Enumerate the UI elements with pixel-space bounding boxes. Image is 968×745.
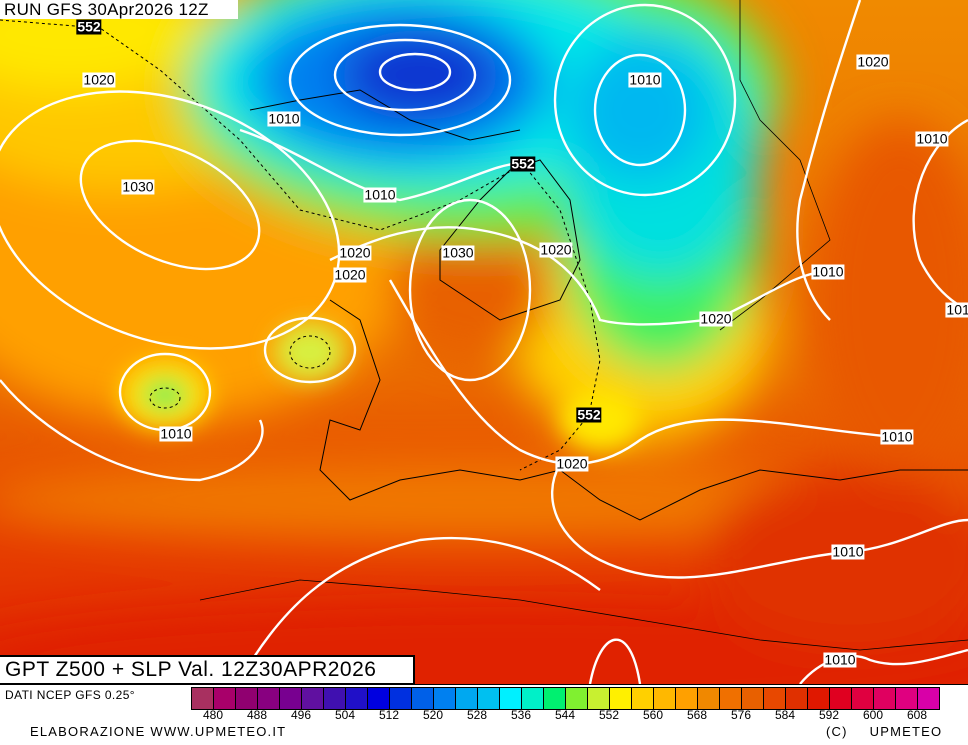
legend-tick-label: 576: [730, 708, 752, 722]
legend-swatch: [896, 688, 918, 709]
legend-tick-label: 600: [862, 708, 884, 722]
coastlines: [199, 0, 968, 651]
legend-swatch: [830, 688, 852, 709]
contour-label: 1020: [555, 455, 589, 472]
legend-tick-label: 584: [774, 708, 796, 722]
contour-label: 1010: [915, 130, 949, 147]
legend-swatch: [368, 688, 390, 709]
legend-tick-label: 608: [906, 708, 928, 722]
legend-tick-label: 528: [466, 708, 488, 722]
copyright: (C) UPMETEO: [826, 724, 964, 739]
contour-label: 1010: [823, 651, 857, 668]
legend-swatch: [522, 688, 544, 709]
legend-swatch: [742, 688, 764, 709]
contour-label: 1010: [945, 302, 968, 318]
legend-swatch: [610, 688, 632, 709]
legend-swatch: [654, 688, 676, 709]
legend-tick-label: 552: [598, 708, 620, 722]
legend-swatch: [346, 688, 368, 709]
legend-swatch: [500, 688, 522, 709]
contour-label: 552: [76, 18, 102, 35]
contour-label: 1030: [121, 178, 155, 195]
z552-isoline: [0, 19, 601, 471]
contour-label: 1010: [267, 110, 301, 127]
legend-tick-label: 536: [510, 708, 532, 722]
z500-field: [0, 0, 968, 684]
legend-swatch: [324, 688, 346, 709]
contour-label: 1020: [539, 241, 573, 258]
legend-swatch: [478, 688, 500, 709]
legend-tick-label: 496: [290, 708, 312, 722]
legend-tick-label: 520: [422, 708, 444, 722]
map-caption: GPT Z500 + SLP Val. 12Z30APR2026: [0, 655, 415, 685]
contour-label: 1010: [628, 71, 662, 88]
contour-label: 1020: [856, 53, 890, 70]
contour-label: 552: [576, 406, 602, 423]
legend-swatch: [302, 688, 324, 709]
legend-swatch: [786, 688, 808, 709]
legend-tick-label: 504: [334, 708, 356, 722]
legend-swatch: [258, 688, 280, 709]
legend-tick-label: 480: [202, 708, 224, 722]
legend-tick-label: 512: [378, 708, 400, 722]
legend-swatch: [808, 688, 830, 709]
legend-swatch: [456, 688, 478, 709]
copyright-name: UPMETEO: [869, 724, 943, 739]
legend-swatch: [280, 688, 302, 709]
credit: ELABORAZIONE WWW.UPMETEO.IT: [30, 724, 287, 739]
legend-swatch: [720, 688, 742, 709]
legend-tick-label: 544: [554, 708, 576, 722]
legend-swatch: [764, 688, 786, 709]
legend-swatch: [390, 688, 412, 709]
contour-label: 1020: [338, 244, 372, 261]
legend-swatch: [412, 688, 434, 709]
color-legend: [191, 687, 940, 710]
contour-label: 552: [510, 155, 536, 172]
data-source: DATI NCEP GFS 0.25°: [5, 688, 135, 702]
contour-label: 1020: [333, 266, 367, 283]
contour-label: 1010: [880, 428, 914, 445]
legend-swatch: [918, 688, 939, 709]
contour-label: 1010: [363, 186, 397, 203]
legend-swatch: [588, 688, 610, 709]
legend-swatch: [214, 688, 236, 709]
copyright-prefix: (C): [826, 724, 848, 739]
contour-label: 1020: [699, 310, 733, 327]
run-title: RUN GFS 30Apr2026 12Z: [0, 0, 238, 19]
contour-label: 1020: [82, 71, 116, 88]
geopotential-map: RUN GFS 30Apr2026 12Z 552 1020 1010 1010…: [0, 0, 968, 685]
legend-tick-label: 488: [246, 708, 268, 722]
legend-swatch: [566, 688, 588, 709]
legend-swatch: [544, 688, 566, 709]
legend-swatch: [874, 688, 896, 709]
legend-tick-label: 592: [818, 708, 840, 722]
contour-label: 1010: [811, 263, 845, 280]
legend-swatch: [192, 688, 214, 709]
legend-swatch: [434, 688, 456, 709]
legend-tick-label: 560: [642, 708, 664, 722]
contour-label: 1010: [159, 425, 193, 442]
legend-swatch: [676, 688, 698, 709]
contour-label: 1010: [831, 543, 865, 560]
legend-tick-label: 568: [686, 708, 708, 722]
legend-swatch: [698, 688, 720, 709]
legend-swatch: [632, 688, 654, 709]
legend-swatch: [236, 688, 258, 709]
contour-label: 1030: [441, 244, 475, 261]
legend-swatch: [852, 688, 874, 709]
